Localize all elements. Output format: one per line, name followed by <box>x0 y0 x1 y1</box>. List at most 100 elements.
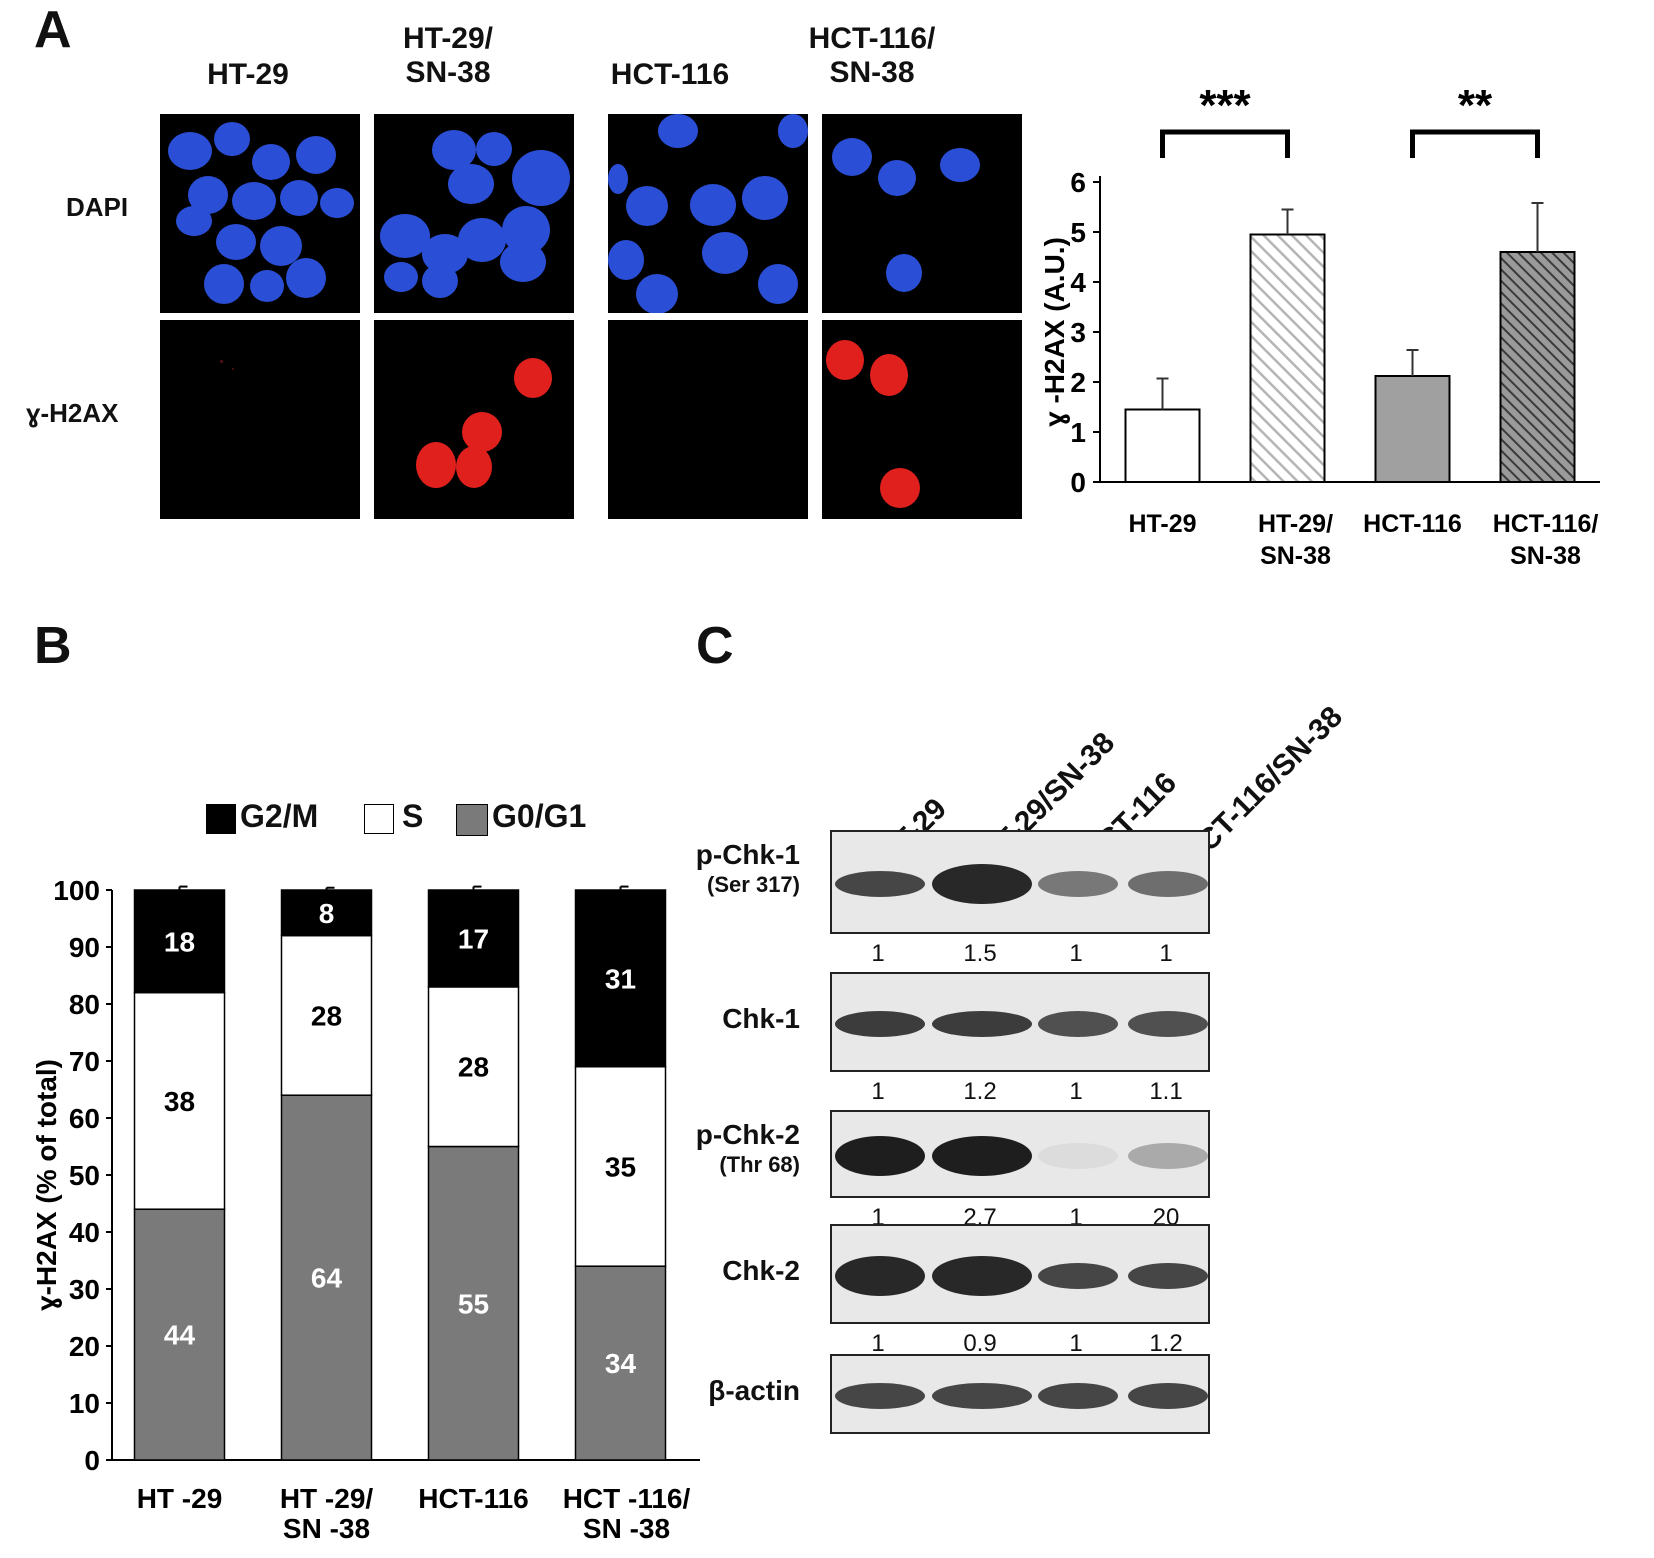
blot-band <box>835 1136 925 1176</box>
blot-band <box>932 1256 1032 1296</box>
x-tick-label: SN-38 <box>1510 542 1581 570</box>
western-blot-panel: HT-29 HT-29/SN-38 HCT-116 HCT-116/SN-38 … <box>696 640 1349 1558</box>
blot-strip <box>830 1224 1210 1324</box>
blot-site: (Ser 317) <box>707 872 800 897</box>
y-tick-label: 0 <box>84 1445 100 1476</box>
segment-value-label: 17 <box>458 923 489 954</box>
blot-band <box>1128 1383 1208 1409</box>
blot-band <box>932 864 1032 904</box>
y-axis-label: ɣ -H2AX (A.U.) <box>1040 237 1070 427</box>
x-tick-label: HCT-116/ <box>1493 510 1599 538</box>
legend-swatch-g0g1 <box>456 804 488 836</box>
y-tick-label: 30 <box>69 1274 100 1305</box>
y-tick-label: 2 <box>1070 367 1086 398</box>
stacked-segment <box>574 1265 667 1461</box>
y-tick-label: 40 <box>69 1217 100 1248</box>
microscopy-grid: HT-29 HT-29/SN-38 HCT-116 HCT-116/SN-38 … <box>0 0 1022 520</box>
column-label-ht29: HT-29 <box>207 58 289 91</box>
blot-label: p-Chk-1 (Ser 317) <box>660 840 800 900</box>
blot-quant-value: 1 <box>1069 1078 1083 1105</box>
dapi-image-ht29-sn38 <box>374 114 574 313</box>
segment-value-label: 55 <box>458 1288 489 1319</box>
h2ax-bar-chart: 0 1 2 3 4 5 6 ɣ -H2AX (A.U.) HT-29 HT-29/SN-38 HCT… <box>1040 81 1600 570</box>
segment-value-label: 31 <box>605 963 636 994</box>
blot-name: β-actin <box>708 1375 800 1406</box>
x-tick-label: HT -29/ <box>280 1483 374 1514</box>
x-tick-label: HCT-116 <box>418 1483 529 1514</box>
stacked-segment <box>280 1094 373 1461</box>
y-tick-label: 10 <box>69 1388 100 1419</box>
segment-value-label: 44 <box>164 1320 196 1351</box>
segment-value-label: 64 <box>311 1263 343 1294</box>
legend-swatch-g2m <box>206 804 236 834</box>
blot-band <box>1038 1263 1118 1289</box>
blot-quant-value: 1 <box>871 1330 885 1357</box>
legend-swatch-s <box>364 804 394 834</box>
blot-band <box>1038 1143 1118 1169</box>
h2ax-image-hct116-sn38 <box>822 320 1022 519</box>
blot-band <box>1128 1263 1208 1289</box>
significance-bracket <box>1410 129 1540 158</box>
blot-band <box>932 1136 1032 1176</box>
segment-value-label: 35 <box>605 1151 636 1182</box>
blot-band <box>1038 1011 1118 1037</box>
y-tick-label: 60 <box>69 1103 100 1134</box>
blot-strip <box>830 1354 1210 1434</box>
blot-band <box>1128 871 1208 897</box>
row-label-h2ax: ɣ-H2AX <box>26 398 119 428</box>
blot-band <box>932 1011 1032 1037</box>
x-tick-label: HT-29/ <box>1258 510 1333 538</box>
segment-value-label: 28 <box>311 1000 342 1031</box>
blot-strip <box>830 1110 1210 1198</box>
stacked-segment <box>574 889 667 1068</box>
blot-band <box>1128 1143 1208 1169</box>
legend-label-g2m: G2/M <box>240 798 319 834</box>
cell-cycle-stacked-chart: 0 10 20 30 40 50 60 70 80 90 100 ɣ-H2AX (% of total… <box>31 875 700 1544</box>
bar <box>1499 251 1576 483</box>
blot-name: Chk-2 <box>722 1255 800 1286</box>
x-tick-label: SN -38 <box>583 1513 670 1544</box>
y-tick-label: 4 <box>1070 267 1086 298</box>
blot-label: Chk-1 <box>660 1004 800 1034</box>
dapi-image-hct116-sn38 <box>822 114 1022 313</box>
stacked-segment <box>280 934 373 1096</box>
blot-quant-value: 1 <box>1069 940 1083 967</box>
blot-band <box>1038 871 1118 897</box>
blot-band <box>1038 1383 1118 1409</box>
blot-quant-value: 0.9 <box>963 1330 997 1357</box>
significance-label: ** <box>1458 81 1493 130</box>
h2ax-image-ht29 <box>160 320 360 519</box>
y-tick-label: 80 <box>69 989 100 1020</box>
y-tick-label: 100 <box>53 875 100 906</box>
stacked-segment <box>427 1145 520 1461</box>
stacked-segment <box>427 889 520 988</box>
blot-strip <box>830 830 1210 934</box>
panel-letter-c: C <box>696 617 734 675</box>
stacked-segment <box>133 1208 226 1461</box>
panel-letter-a: A <box>34 1 72 59</box>
h2ax-image-ht29-sn38 <box>374 320 574 519</box>
blot-quant-value: 1 <box>871 940 885 967</box>
blot-quant-value: 1.2 <box>963 1078 997 1105</box>
legend-label-g0g1: G0/G1 <box>492 798 587 834</box>
blot-band <box>932 1383 1032 1409</box>
blot-name: Chk-1 <box>722 1003 800 1034</box>
blot-label: β-actin <box>660 1376 800 1406</box>
y-tick-label: 5 <box>1070 217 1086 248</box>
segment-value-label: 34 <box>605 1348 637 1379</box>
y-tick-label: 90 <box>69 932 100 963</box>
dapi-image-ht29 <box>160 114 360 313</box>
stacked-segment <box>133 889 226 994</box>
column-label-hct116-sn38: HCT-116/SN-38 <box>808 22 936 89</box>
dapi-image-hct116 <box>608 114 808 313</box>
blot-name: p-Chk-1 <box>695 839 800 870</box>
y-axis-label: ɣ-H2AX (% of total) <box>31 1059 62 1311</box>
significance-label: *** <box>1199 81 1251 130</box>
bar <box>1249 233 1326 483</box>
x-tick-label: SN -38 <box>283 1513 370 1544</box>
stacked-segment <box>574 1065 667 1267</box>
bar <box>1374 375 1451 483</box>
column-label-hct116: HCT-116 <box>610 58 730 91</box>
blot-band <box>835 1011 925 1037</box>
blot-quant-value: 1.1 <box>1149 1078 1183 1105</box>
